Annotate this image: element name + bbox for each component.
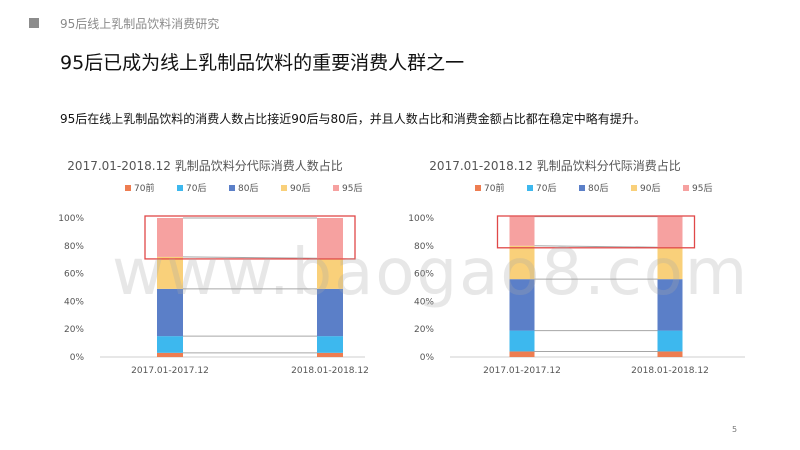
- legend-label-2: 80后: [238, 183, 258, 194]
- bar-4-0: [509, 216, 535, 246]
- legend-label-2: 80后: [588, 183, 608, 194]
- highlight-box: [496, 215, 696, 249]
- bar-1-1: [657, 330, 683, 352]
- bar-3-1: [317, 258, 343, 289]
- bar-0-1: [657, 351, 683, 357]
- bar-0-0: [509, 351, 535, 357]
- chart-title: 2017.01-2018.12 乳制品饮料分代际消费占比: [429, 158, 680, 173]
- bar-2-1: [657, 279, 683, 331]
- legend-swatch-3: [631, 185, 637, 191]
- x-tick-label: 2017.01-2017.12: [131, 366, 209, 376]
- legend-label-1: 70后: [186, 183, 206, 194]
- chart-title: 2017.01-2018.12 乳制品饮料分代际消费人数占比: [67, 158, 342, 173]
- y-tick-label: 40%: [64, 297, 84, 307]
- highlight-box: [144, 215, 356, 260]
- bar-3-0: [509, 245, 535, 280]
- header-title: 95后线上乳制品饮料消费研究: [60, 17, 220, 31]
- x-tick-label: 2017.01-2017.12: [483, 366, 561, 376]
- legend-label-1: 70后: [536, 183, 556, 194]
- watermark: www.baogao8.com: [112, 236, 750, 310]
- bar-2-0: [509, 279, 535, 331]
- bar-4-1: [657, 216, 683, 248]
- legend-swatch-1: [177, 185, 183, 191]
- y-tick-label: 20%: [414, 325, 434, 335]
- page-number: 5: [732, 425, 738, 434]
- y-tick-label: 80%: [64, 242, 84, 252]
- slide-marker: [29, 18, 39, 28]
- y-tick-label: 0%: [420, 353, 435, 363]
- legend-swatch-3: [281, 185, 287, 191]
- legend-label-0: 70前: [484, 182, 504, 194]
- bar-4-0: [157, 218, 183, 257]
- chart-people-share: 2017.01-2018.12 乳制品饮料分代际消费人数占比 70前 70后 80后 9…: [58, 158, 369, 376]
- bar-1-0: [509, 330, 535, 352]
- bar-1-1: [317, 336, 343, 353]
- y-tick-label: 60%: [64, 270, 84, 280]
- y-tick-label: 20%: [64, 325, 84, 335]
- legend-label-0: 70前: [134, 182, 154, 194]
- bar-0-0: [157, 352, 183, 357]
- x-tick-label: 2018.01-2018.12: [631, 366, 709, 376]
- bar-3-1: [657, 247, 683, 280]
- legend-label-4: 95后: [342, 183, 362, 194]
- legend-swatch-0: [475, 185, 481, 191]
- legend-label-3: 90后: [640, 183, 660, 194]
- bar-1-0: [157, 336, 183, 353]
- page-title: 95后已成为线上乳制品饮料的重要消费人群之一: [60, 52, 465, 74]
- legend-swatch-4: [683, 185, 689, 191]
- bar-2-0: [157, 288, 183, 337]
- legend-label-3: 90后: [290, 183, 310, 194]
- legend-swatch-0: [125, 185, 131, 191]
- bar-3-0: [157, 256, 183, 289]
- y-tick-label: 60%: [414, 270, 434, 280]
- bar-4-1: [317, 218, 343, 259]
- bar-2-1: [317, 288, 343, 337]
- x-tick-label: 2018.01-2018.12: [291, 366, 369, 376]
- y-tick-label: 0%: [70, 353, 85, 363]
- y-tick-label: 40%: [414, 297, 434, 307]
- legend-swatch-1: [527, 185, 533, 191]
- y-tick-label: 80%: [414, 242, 434, 252]
- series-connector-3: [182, 256, 318, 259]
- y-tick-label: 100%: [408, 214, 434, 224]
- legend-swatch-2: [579, 185, 585, 191]
- chart-spend-share: 2017.01-2018.12 乳制品饮料分代际消费占比 70前 70后 80后 90后…: [408, 158, 745, 376]
- bar-0-1: [317, 352, 343, 357]
- legend-swatch-4: [333, 185, 339, 191]
- page-subtitle: 95后在线上乳制品饮料的消费人数占比接近90后与80后，并且人数占比和消费金额占…: [60, 112, 646, 126]
- series-connector-3: [534, 245, 658, 248]
- y-tick-label: 100%: [58, 214, 84, 224]
- legend-swatch-2: [229, 185, 235, 191]
- legend-label-4: 95后: [692, 183, 712, 194]
